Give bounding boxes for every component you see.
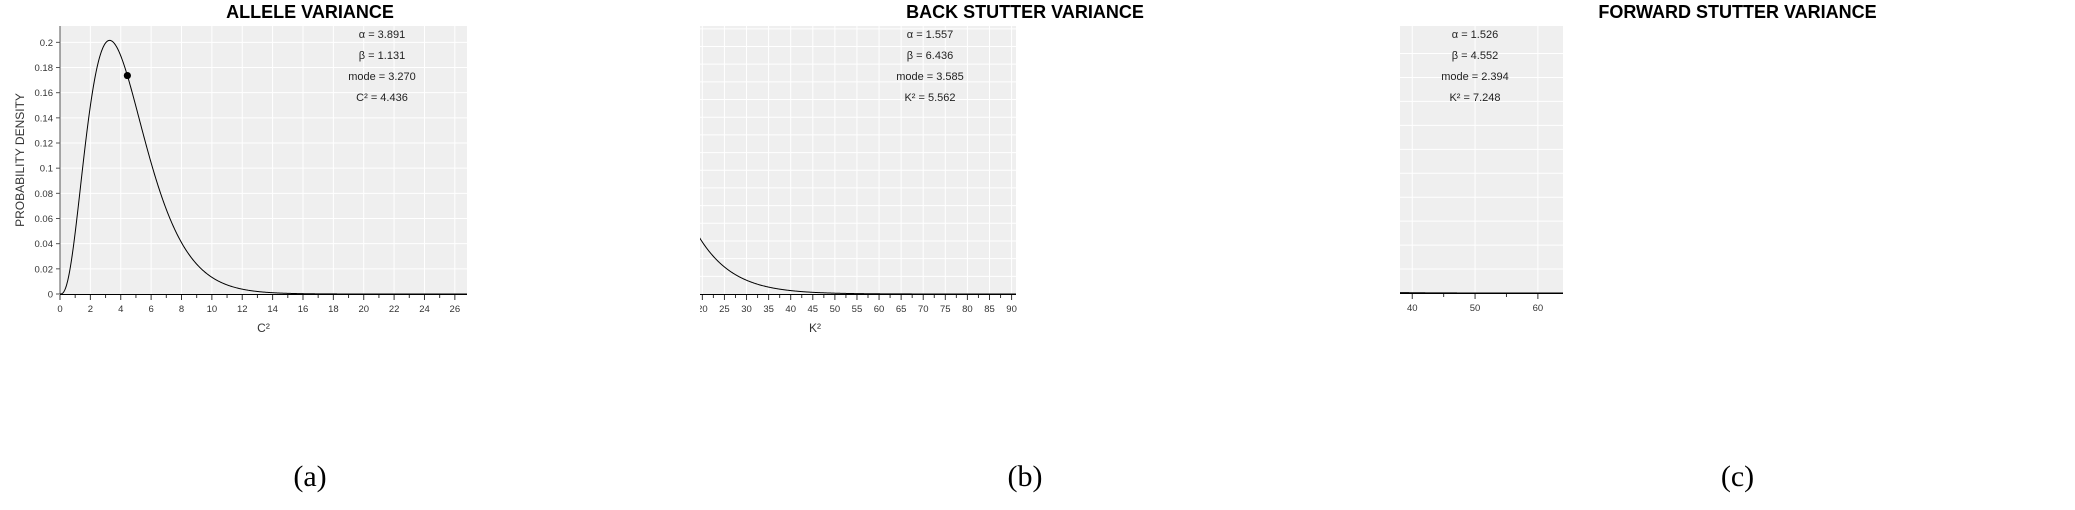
y-tick-label: 0 — [48, 290, 53, 301]
y-tick-label: 0.2 — [40, 38, 53, 49]
x-tick-label: 65 — [896, 304, 907, 315]
annotation-line: β = 6.436 — [907, 50, 953, 62]
x-tick-label: 25 — [719, 304, 730, 315]
panel-label: (c) — [1720, 460, 1755, 493]
annotation-line: K² = 7.248 — [1449, 92, 1500, 104]
density-curve — [700, 237, 1016, 295]
y-tick-label: 0.12 — [35, 139, 54, 150]
annotation-line: β = 1.131 — [359, 50, 405, 62]
plot-background — [700, 26, 1016, 294]
x-tick-label: 80 — [962, 304, 973, 315]
annotation-line: mode = 3.585 — [896, 71, 964, 83]
x-tick-label: 50 — [830, 304, 841, 315]
x-tick-label: 0 — [57, 304, 62, 315]
x-tick-label: 30 — [741, 304, 752, 315]
y-tick-label: 0.06 — [35, 214, 54, 225]
x-tick-label: 6 — [148, 304, 153, 315]
x-tick-label: 85 — [984, 304, 995, 315]
y-tick-label: 0.08 — [35, 189, 54, 200]
x-tick-label: 40 — [785, 304, 796, 315]
x-tick-label: 4 — [118, 304, 123, 315]
x-tick-label: 45 — [808, 304, 819, 315]
x-tick-label: 14 — [267, 304, 278, 315]
annotation-line: β = 4.552 — [1452, 50, 1498, 62]
panel-allele-variance: ALLELE VARIANCE 0 0.02 0.04 0.06 0.08 0.1 0.12… — [0, 0, 620, 510]
x-tick-label: 10 — [207, 304, 218, 315]
density-curve — [1400, 292, 1563, 294]
y-tick-label: 0.02 — [35, 264, 54, 275]
x-tick-label: 26 — [450, 304, 461, 315]
x-tick-label: 12 — [237, 304, 248, 315]
x-tick-label: 2 — [88, 304, 93, 315]
annotation-line: α = 1.557 — [907, 29, 953, 41]
x-tick-label: 18 — [328, 304, 339, 315]
x-tick-label: 16 — [298, 304, 309, 315]
x-tick-label: 8 — [179, 304, 184, 315]
x-axis-label: C² — [257, 321, 270, 335]
chart-title: FORWARD STUTTER VARIANCE — [1598, 2, 1877, 22]
x-tick-label: 55 — [852, 304, 863, 315]
allele-variance-chart: 0 0.02 0.04 0.06 0.08 0.1 0.12 0.14 0.16 0.18 0.2 0… — [13, 26, 467, 335]
x-tick-label: 20 — [700, 304, 708, 315]
annotation-line: mode = 2.394 — [1441, 71, 1509, 83]
x-tick-label: 24 — [419, 304, 430, 315]
y-tick-label: 0.16 — [35, 88, 54, 99]
annotation-line: K² = 5.562 — [904, 92, 955, 104]
annotation-line: mode = 3.270 — [348, 71, 416, 83]
x-tick-label: 75 — [940, 304, 951, 315]
x-tick-label: 70 — [918, 304, 929, 315]
x-tick-label: 60 — [874, 304, 885, 315]
panel-label: (b) — [1007, 460, 1043, 493]
plot-background — [1400, 26, 1563, 293]
back-stutter-variance-chart: 0.0000.0050.0100.0150.0200.0250.0300.035… — [700, 26, 1017, 335]
y-tick-label: 0.14 — [35, 113, 54, 124]
chart-title: BACK STUTTER VARIANCE — [906, 2, 1144, 22]
panel-back-stutter-variance: BACK STUTTER VARIANCE 0.0000.0050.0100.0… — [700, 0, 1350, 510]
panel-label: (a) — [293, 460, 327, 493]
x-tick-label: 40 — [1407, 303, 1418, 314]
plot-background — [60, 26, 467, 294]
y-axis-label: PROBABILITY DENSITY — [13, 93, 27, 227]
annotation-line: α = 3.891 — [359, 29, 405, 41]
x-tick-label: 35 — [763, 304, 774, 315]
annotation-line: α = 1.526 — [1452, 29, 1498, 41]
x-tick-label: 60 — [1533, 303, 1544, 314]
y-tick-label: 0.18 — [35, 63, 54, 74]
x-axis-label: K² — [809, 321, 821, 335]
x-tick-label: 50 — [1470, 303, 1481, 314]
y-tick-label: 0.1 — [40, 164, 53, 175]
x-tick-label: 20 — [358, 304, 369, 315]
y-tick-label: 0.04 — [35, 239, 54, 250]
x-tick-label: 22 — [389, 304, 400, 315]
chart-title: ALLELE VARIANCE — [226, 2, 394, 22]
panel-forward-stutter-variance: FORWARD STUTTER VARIANCE 00.010.020.030.… — [1400, 0, 2075, 510]
forward-stutter-variance-chart: 00.010.020.030.040.050.060.070.080.090.1… — [1400, 26, 1563, 314]
annotation-line: C² = 4.436 — [356, 92, 408, 104]
x-tick-label: 90 — [1006, 304, 1017, 315]
marker-point — [123, 71, 131, 80]
